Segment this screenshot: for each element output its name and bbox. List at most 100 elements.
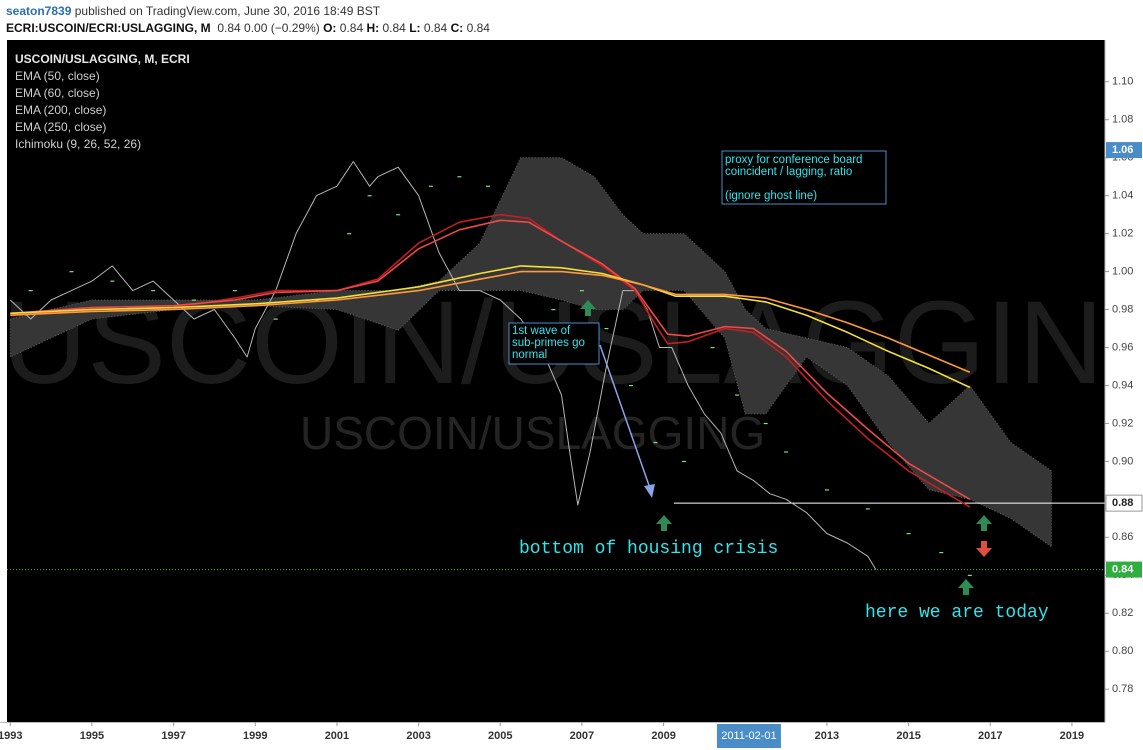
legend-entry: Ichimoku (9, 26, 52, 26) [15, 137, 141, 151]
data-layer [7, 157, 1105, 576]
ohlc-value: 0.84 [339, 21, 364, 35]
lagging-dot [232, 290, 237, 292]
x-tick-label: 2005 [488, 730, 512, 742]
up-arrow [580, 300, 596, 316]
symbol: ECRI:USCOIN/ECRI:USLAGGING, M [6, 21, 211, 35]
axes-layer: 0.78 0.80 0.82 0.84 0.86 0.88 0.90 0.92 0.94 0.96… [0, 40, 1143, 750]
lagging-dot [551, 309, 556, 311]
x-tick-label: 2007 [570, 730, 594, 742]
ohlc-value: 0.84 [423, 21, 448, 35]
note-text: (ignore ghost line) [725, 190, 817, 202]
note-text: normal [512, 349, 547, 361]
series-line [10, 270, 971, 373]
series-line [10, 213, 971, 508]
note-box [721, 150, 887, 205]
lagging-dot [763, 422, 768, 425]
y-tick-label: 1.08 [1112, 114, 1133, 126]
lagging-dot [784, 451, 789, 453]
series-line [10, 265, 971, 389]
lagging-dot [486, 185, 491, 187]
arrow-head [644, 484, 655, 498]
note-box [508, 322, 600, 365]
note-text: here we are today [865, 603, 1049, 623]
lagging-dot [69, 271, 74, 273]
lagging-dot [710, 346, 715, 349]
x-axis-panel [0, 722, 1143, 750]
y-tick-label: 1.10 [1112, 76, 1133, 88]
note-text: proxy for conference board [725, 154, 862, 166]
y-tick-label: 1.04 [1112, 190, 1133, 202]
price-marker-label: 1.06 [1112, 144, 1133, 156]
watermark-sub: USCOIN/USLAGGING [300, 407, 765, 459]
author[interactable]: seaton7839 [6, 4, 72, 18]
price-marker [1106, 561, 1142, 578]
y-tick-label: 0.96 [1112, 341, 1133, 353]
note-text: bottom of housing crisis [519, 539, 778, 559]
lagging-dot [735, 394, 740, 396]
lagging-dot [653, 441, 658, 444]
lagging-dot [367, 195, 372, 197]
x-tick-label: 2017 [978, 730, 1002, 742]
ohlc-label: C: [450, 21, 464, 35]
lagging-dot [347, 233, 352, 235]
y-axis-panel [1105, 40, 1143, 750]
header-line: seaton7839 published on TradingView.com,… [6, 4, 380, 18]
x-tick-label: 1995 [80, 730, 104, 742]
lagging-dot [604, 328, 609, 330]
header-quote: ECRI:USCOIN/ECRI:USLAGGING, M 0.84 0.00 … [6, 21, 493, 35]
down-arrow [976, 541, 992, 557]
up-arrow [958, 579, 974, 595]
published: published on TradingView.com, June 30, 2… [74, 4, 381, 18]
ohlc-value: 0.84 [466, 21, 490, 35]
arrow-line [599, 344, 653, 495]
note-text: 1st wave of [512, 325, 571, 337]
lagging-dot [939, 551, 944, 554]
y-tick-label: 1.00 [1112, 265, 1133, 277]
annotation-layer: proxy for conference board coincident / … [508, 150, 1049, 623]
ohlc: O: 0.84 H: 0.84 L: 0.84 C: 0.84 [323, 21, 493, 35]
legend-entry: EMA (200, close) [15, 103, 106, 117]
lagging-dot [824, 489, 829, 491]
legend-entry: EMA (50, close) [15, 69, 100, 83]
ohlc-label: L: [409, 21, 421, 35]
lagging-dot [967, 574, 972, 576]
y-tick-label: 0.80 [1112, 645, 1133, 657]
x-tick-label: 1999 [243, 730, 267, 742]
x-tick-label: 2013 [815, 730, 839, 742]
lagging-dot [865, 508, 870, 510]
lagging-dot [110, 280, 115, 282]
lagging-dot [682, 460, 687, 463]
y-tick-label: 0.78 [1112, 683, 1133, 695]
ohlc-value: 0.84 [382, 21, 406, 35]
x-tick-label: 2019 [1060, 730, 1084, 742]
y-tick-label: 0.92 [1112, 417, 1133, 429]
y-tick-label: 1.02 [1112, 228, 1133, 240]
price-marker [1106, 142, 1142, 159]
ohlc-label: H: [366, 21, 380, 35]
price-marker-label: 0.88 [1112, 497, 1133, 509]
price-marker-label: 0.84 [1112, 563, 1134, 575]
lagging-dot [396, 214, 401, 216]
series-line [10, 219, 971, 500]
x-tick-label: 2015 [896, 730, 920, 742]
y-tick-label: 0.90 [1112, 455, 1133, 467]
lagging-dot [457, 176, 462, 178]
up-arrow [656, 515, 672, 531]
y-tick-label: 0.86 [1112, 531, 1133, 543]
lagging-dot [28, 290, 33, 292]
crosshair-box [716, 724, 781, 748]
lagging-dot [151, 290, 156, 292]
note-text: coincident / lagging, ratio [725, 166, 852, 178]
quote: 0.84 0.00 (−0.29%) [217, 21, 320, 35]
x-tick-label: 1997 [161, 730, 185, 742]
lagging-dot [273, 318, 278, 320]
price-marker [1105, 494, 1143, 512]
lagging-dot [906, 533, 911, 535]
x-tick-label: 2009 [651, 730, 675, 742]
lagging-dot [428, 185, 433, 187]
up-arrow [976, 515, 992, 531]
note-text: sub-primes go [512, 337, 585, 349]
x-tick-label: 2001 [325, 730, 349, 742]
lagging-dot [579, 290, 584, 292]
